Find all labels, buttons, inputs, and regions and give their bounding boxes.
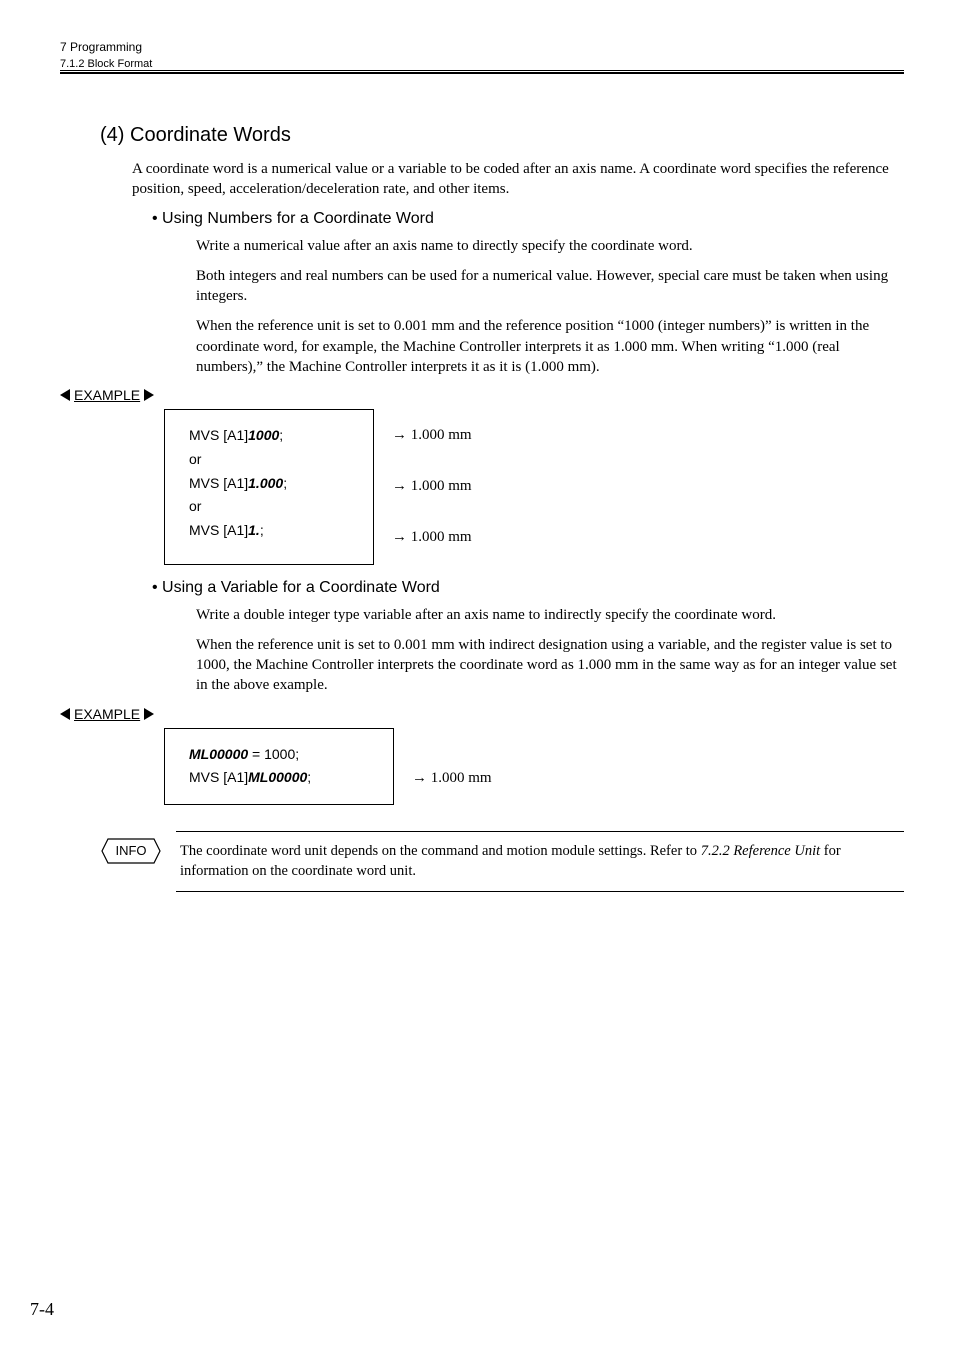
code-box-2: ML00000 = 1000; MVS [A1]ML00000; [164, 728, 394, 806]
sec1-p1: Write a numerical value after an axis na… [196, 236, 904, 256]
sec2-p1: Write a double integer type variable aft… [196, 605, 904, 625]
code-example-1: MVS [A1]1000; or MVS [A1]1.000; or MVS [… [164, 409, 904, 565]
code-box-1: MVS [A1]1000; or MVS [A1]1.000; or MVS [… [164, 409, 374, 565]
triangle-right-icon [144, 708, 154, 720]
intro-paragraph: A coordinate word is a numerical value o… [132, 159, 904, 200]
arrow-result: → 1.000 mm [392, 525, 472, 551]
info-icon: INFO [100, 837, 162, 865]
running-header: 7 Programming 7.1.2 Block Format [60, 40, 904, 74]
info-text-a: The coordinate word unit depends on the … [180, 843, 701, 859]
code-line: MVS [A1]1.000; [189, 472, 349, 496]
info-text: The coordinate word unit depends on the … [176, 831, 904, 892]
code-line: MVS [A1]1000; [189, 424, 349, 448]
example-label-2: EXAMPLE [60, 706, 904, 722]
code-line: or [189, 448, 349, 472]
arrow-result: → 1.000 mm [392, 423, 472, 449]
header-section: 7.1.2 Block Format [60, 58, 152, 70]
code-line: or [189, 495, 349, 519]
triangle-left-icon [60, 708, 70, 720]
info-text-ital: 7.2.2 Reference Unit [701, 843, 820, 859]
info-block: INFO The coordinate word unit depends on… [100, 831, 904, 892]
example-text-1: EXAMPLE [74, 387, 140, 403]
header-chapter: 7 Programming [60, 40, 904, 54]
code-result-1: → 1.000 mm . → 1.000 mm . → 1.000 mm [374, 409, 472, 565]
example-label-1: EXAMPLE [60, 387, 904, 403]
sec2-p2: When the reference unit is set to 0.001 … [196, 635, 904, 696]
arrow-result: → 1.000 mm [392, 474, 472, 500]
sec1-p3: When the reference unit is set to 0.001 … [196, 316, 904, 377]
code-line: MVS [A1]1.; [189, 519, 349, 543]
triangle-left-icon [60, 389, 70, 401]
arrow-result: → 1.000 mm [412, 766, 492, 792]
sec1-p2: Both integers and real numbers can be us… [196, 266, 904, 307]
subheading-numbers: Using Numbers for a Coordinate Word [152, 210, 904, 228]
example-text-2: EXAMPLE [74, 706, 140, 722]
subheading-variable: Using a Variable for a Coordinate Word [152, 579, 904, 597]
triangle-right-icon [144, 389, 154, 401]
code-line: ML00000 = 1000; [189, 743, 369, 767]
info-badge-text: INFO [115, 843, 146, 858]
header-rule: 7.1.2 Block Format [60, 56, 904, 71]
content-area: (4) Coordinate Words A coordinate word i… [60, 74, 904, 892]
code-result-2: → 1.000 mm [394, 728, 492, 806]
page-number: 7-4 [30, 1299, 54, 1320]
heading-coordinate-words: (4) Coordinate Words [100, 124, 904, 147]
code-line: MVS [A1]ML00000; [189, 766, 369, 790]
code-example-2: ML00000 = 1000; MVS [A1]ML00000; → 1.000… [164, 728, 904, 806]
